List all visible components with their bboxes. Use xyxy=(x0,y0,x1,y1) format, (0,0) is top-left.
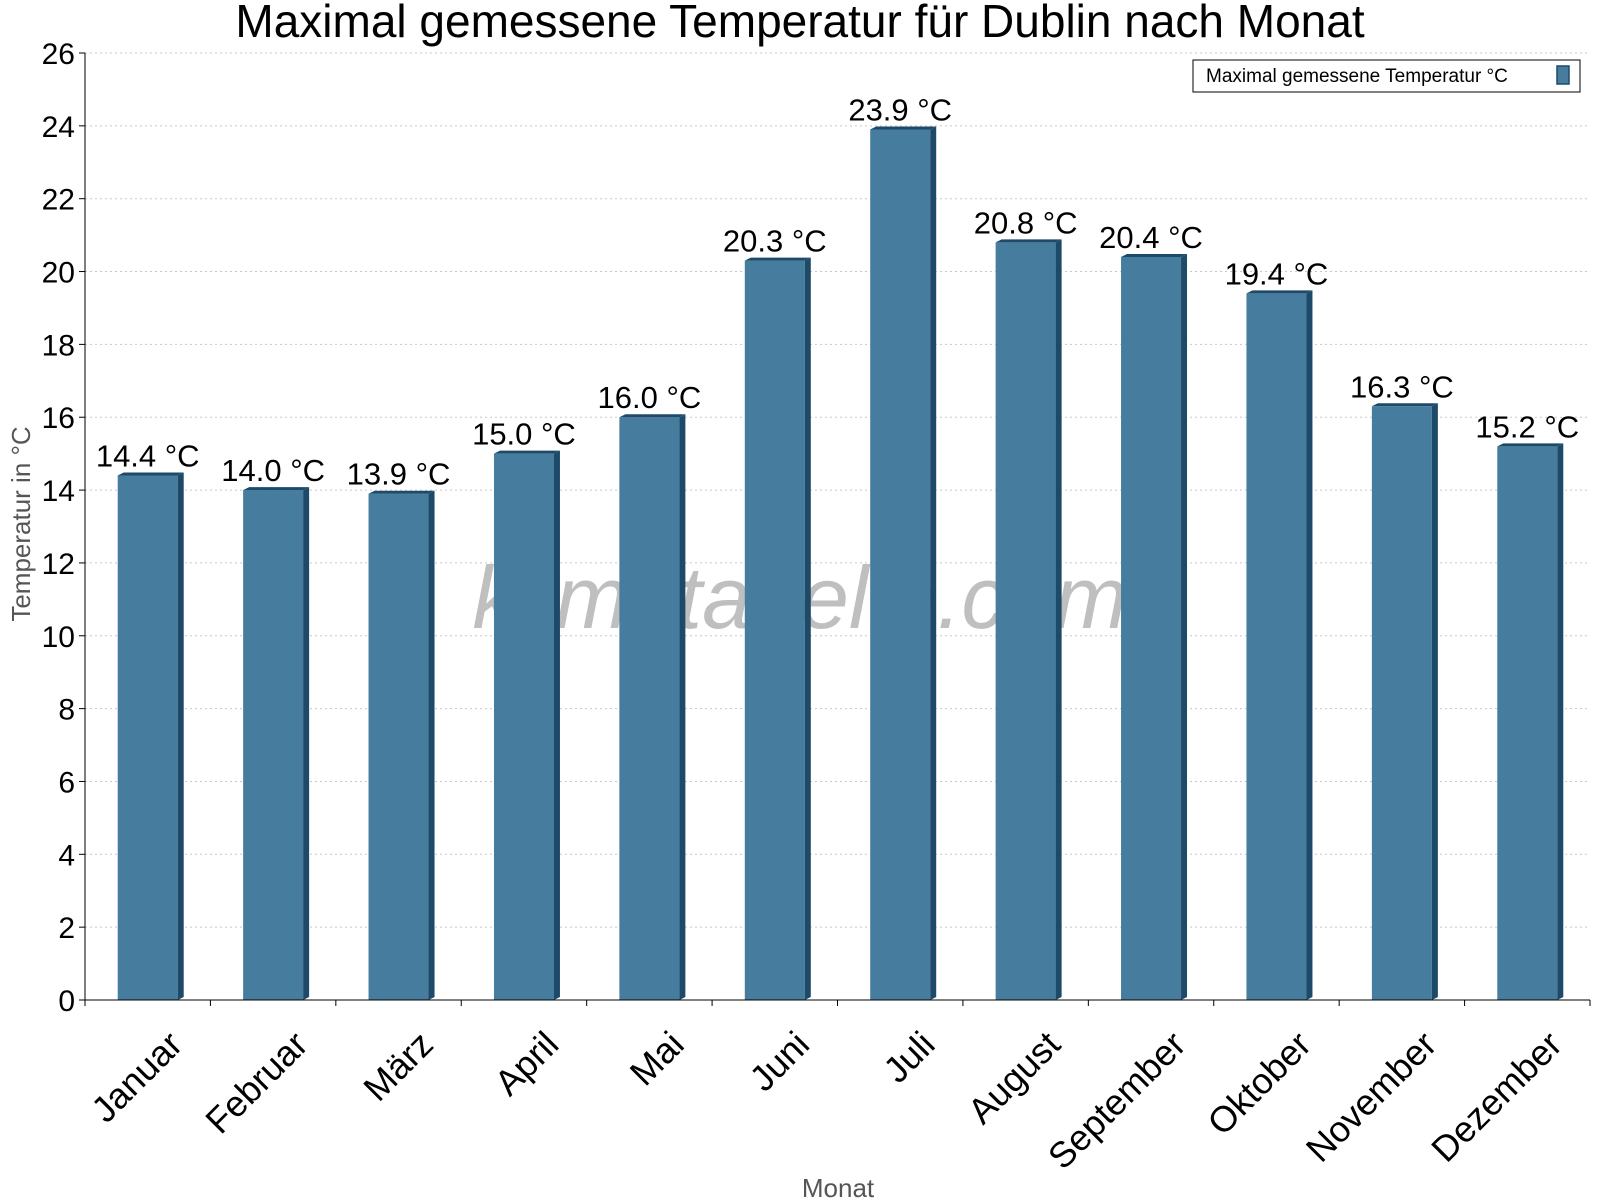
bar-top xyxy=(1121,253,1188,257)
bar-top xyxy=(1497,443,1564,447)
bar-top xyxy=(995,239,1062,243)
bar-face xyxy=(995,242,1056,1000)
x-tick-label: Februar xyxy=(197,1023,315,1141)
bar-top xyxy=(493,450,560,454)
data-label: 20.8 °C xyxy=(974,205,1078,240)
data-label: 19.4 °C xyxy=(1225,256,1329,291)
chart-title: Maximal gemessene Temperatur für Dublin … xyxy=(235,0,1364,47)
y-tick-label: 2 xyxy=(58,912,75,945)
bar-side xyxy=(1431,403,1438,1000)
bar-face xyxy=(1246,293,1307,1000)
bar-top xyxy=(117,472,184,476)
x-tick-label: Mai xyxy=(622,1023,692,1093)
bars xyxy=(117,126,1564,1001)
x-tick-label: Januar xyxy=(83,1023,190,1130)
bar-side xyxy=(930,126,937,1000)
x-tick-label: Juli xyxy=(875,1023,942,1090)
bar-face xyxy=(1497,446,1558,1000)
x-tick-label: September xyxy=(1040,1023,1194,1177)
data-labels: 14.4 °C 14.0 °C 13.9 °C 15.0 °C 16.0 °C 20.3 … xyxy=(96,92,1579,491)
y-tick-label: 0 xyxy=(58,985,75,1018)
y-tick-label: 16 xyxy=(42,402,75,435)
y-tick-label: 26 xyxy=(42,38,75,71)
bar-side xyxy=(1557,443,1564,1000)
bar-top xyxy=(744,257,811,261)
bar-face xyxy=(243,490,304,1000)
gridlines xyxy=(85,52,1590,928)
bar xyxy=(493,450,560,1001)
y-tick-label: 24 xyxy=(42,111,75,144)
y-tick-label: 4 xyxy=(58,839,75,872)
y-axis-title: Temperatur in °C xyxy=(6,426,36,621)
y-tick-label: 18 xyxy=(42,329,75,362)
bar-top xyxy=(619,414,686,418)
bar xyxy=(744,257,811,1000)
x-tick-label: April xyxy=(486,1023,566,1103)
bar-top xyxy=(870,126,937,130)
y-tick-label: 10 xyxy=(42,621,75,654)
bar-face xyxy=(117,475,178,1000)
bar-face xyxy=(1121,256,1182,1000)
bar xyxy=(870,126,937,1000)
legend: Maximal gemessene Temperatur °C xyxy=(1192,59,1581,93)
bar-top xyxy=(1246,290,1313,294)
data-label: 16.3 °C xyxy=(1350,369,1454,404)
legend-box xyxy=(1192,59,1581,93)
bar xyxy=(619,414,686,1000)
bar-face xyxy=(744,260,805,1000)
bar-face xyxy=(493,453,554,1001)
bar-face xyxy=(368,493,429,1000)
y-tick-label: 6 xyxy=(58,766,75,799)
x-tick-label: Dezember xyxy=(1423,1023,1569,1169)
legend-swatch xyxy=(1556,65,1570,85)
data-label: 23.9 °C xyxy=(848,92,952,127)
bar-side xyxy=(1306,290,1313,1000)
bar-side xyxy=(553,450,560,1001)
bar xyxy=(1371,403,1438,1000)
data-label: 15.0 °C xyxy=(472,417,576,452)
bar-side xyxy=(177,472,184,1000)
x-tick-label: Juni xyxy=(741,1023,817,1099)
bar-top xyxy=(243,487,310,491)
data-label: 14.0 °C xyxy=(221,453,325,488)
y-tick-label: 8 xyxy=(58,694,75,727)
data-label: 20.4 °C xyxy=(1099,220,1203,255)
y-tick-label: 22 xyxy=(42,184,75,217)
bar-side xyxy=(804,257,811,1000)
bar-top xyxy=(368,490,435,494)
data-label: 13.9 °C xyxy=(347,457,451,492)
bar-face xyxy=(619,417,680,1000)
x-tick-label: Oktober xyxy=(1199,1023,1319,1143)
legend-label: Maximal gemessene Temperatur °C xyxy=(1206,66,1508,87)
bar xyxy=(1246,290,1313,1000)
data-label: 14.4 °C xyxy=(96,439,200,474)
bar xyxy=(368,490,435,1000)
data-label: 16.0 °C xyxy=(598,380,702,415)
x-tick-label: August xyxy=(960,1023,1068,1131)
bar xyxy=(995,239,1062,1000)
bar xyxy=(117,472,184,1000)
bar-top xyxy=(1371,403,1438,407)
x-tick-label: März xyxy=(355,1023,441,1109)
bar-side xyxy=(303,487,310,1001)
bar xyxy=(1121,253,1188,1000)
data-label: 20.3 °C xyxy=(723,224,827,259)
x-axis-title: Monat xyxy=(802,1173,875,1200)
bar-side xyxy=(428,490,435,1000)
bar-side xyxy=(1181,253,1188,1000)
y-tick-label: 14 xyxy=(42,475,75,508)
data-label: 15.2 °C xyxy=(1475,409,1579,444)
bar-side xyxy=(679,414,686,1000)
bar xyxy=(243,487,310,1001)
bar-face xyxy=(1371,406,1432,1000)
y-tick-label: 12 xyxy=(42,548,75,581)
bar xyxy=(1497,443,1564,1000)
x-tick-label: November xyxy=(1298,1023,1444,1169)
bar-face xyxy=(870,129,931,1000)
bar-side xyxy=(1055,239,1062,1000)
y-tick-label: 20 xyxy=(42,257,75,290)
